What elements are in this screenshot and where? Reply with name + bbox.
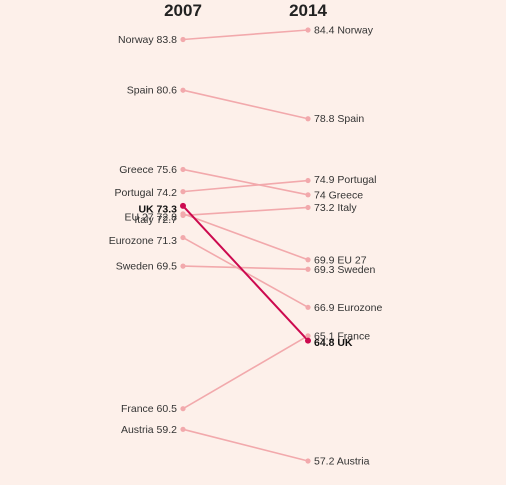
- label-2007-greece: Greece 75.6: [119, 164, 177, 176]
- slope-labels: Norway 83.8 84.4 Norway Spain 80.6 78.8 Spa…: [109, 25, 383, 468]
- point-2007-uk: [180, 202, 186, 209]
- point-2007-eurozone: [180, 234, 186, 241]
- point-2007-italy: [180, 212, 186, 218]
- label-2014-sweden: 69.3 Sweden: [314, 264, 375, 276]
- slope-lines: [182, 29, 309, 462]
- slope-line-spain: [182, 89, 309, 120]
- slope-line-portugal: [182, 179, 309, 193]
- point-2014-norway: [305, 27, 311, 33]
- label-2014-eurozone: 66.9 Eurozone: [314, 302, 382, 314]
- slope-line-greece: [182, 168, 309, 196]
- year-header-right: 2014: [289, 1, 327, 20]
- point-2007-spain: [180, 87, 186, 93]
- label-2007-france: France 60.5: [121, 403, 177, 415]
- label-2007-sweden: Sweden 69.5: [116, 261, 177, 273]
- point-2014-uk: [305, 337, 311, 344]
- point-2014-sweden: [305, 266, 311, 272]
- label-2014-eu-27: 69.9 EU 27: [314, 254, 367, 266]
- slope-line-norway: [182, 29, 309, 41]
- point-2014-portugal: [305, 177, 311, 184]
- label-2014-spain: 78.8 Spain: [314, 113, 364, 125]
- point-2014-italy: [305, 204, 311, 211]
- point-2007-portugal: [180, 189, 186, 195]
- label-2014-uk: 64.8 UK: [314, 337, 353, 349]
- label-2014-portugal: 74.9 Portugal: [314, 174, 376, 186]
- label-2014-norway: 84.4 Norway: [314, 25, 374, 37]
- slope-line-italy: [182, 206, 309, 217]
- point-2014-eu-27: [305, 257, 311, 263]
- label-2007-norway: Norway 83.8: [118, 34, 177, 46]
- label-2007-portugal: Portugal 74.2: [115, 187, 178, 199]
- slope-points: [180, 27, 311, 464]
- point-2007-norway: [180, 36, 186, 43]
- point-2007-france: [180, 406, 186, 412]
- point-2007-greece: [180, 166, 186, 173]
- label-2007-austria: Austria 59.2: [121, 424, 177, 436]
- label-2007-eu-27: EU 27 72.8: [124, 211, 177, 223]
- label-2014-italy: 73.2 Italy: [314, 202, 357, 214]
- slope-line-uk: [182, 204, 309, 342]
- point-2014-france: [305, 333, 311, 339]
- year-header-left: 2007: [164, 1, 202, 20]
- label-2007-italy: Italy 72.7: [134, 214, 177, 226]
- slope-line-austria: [182, 428, 309, 462]
- point-2014-spain: [305, 116, 311, 122]
- slope-line-france: [182, 335, 309, 410]
- point-2014-eurozone: [305, 304, 311, 310]
- label-2014-greece: 74 Greece: [314, 189, 363, 201]
- slope-line-eu-27: [182, 213, 309, 261]
- label-2007-eurozone: Eurozone 71.3: [109, 235, 177, 247]
- label-2014-france: 65.1 France: [314, 330, 370, 342]
- label-2007-uk: UK 73.3: [138, 203, 177, 215]
- label-2007-spain: Spain 80.6: [127, 85, 177, 97]
- label-2014-austria: 57.2 Austria: [314, 456, 370, 468]
- point-2007-sweden: [180, 263, 186, 269]
- point-2014-greece: [305, 192, 311, 198]
- point-2014-austria: [305, 458, 311, 464]
- slope-line-sweden: [182, 265, 309, 271]
- point-2007-austria: [180, 426, 186, 432]
